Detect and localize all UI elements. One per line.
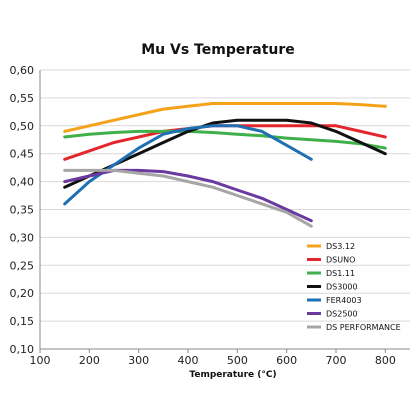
x-tick-label: 300 [128,354,149,367]
y-tick-label: 0,15 [10,315,35,328]
legend-label: DS PERFORMANCE [326,323,401,332]
legend-label: DS3.12 [326,242,355,251]
legend-label: DS3000 [326,283,358,292]
axes [39,70,410,350]
x-tick-label: 700 [326,354,347,367]
y-tick-label: 0,20 [10,287,35,300]
series-line-fer4003 [63,124,313,206]
x-axis-ticks: 100 200 300 400 500 600 700 800 [30,349,396,367]
y-tick-label: 0,35 [10,204,35,217]
y-tick-label: 0,50 [10,120,35,133]
legend-label: DS1.11 [326,269,355,278]
x-tick-label: 800 [375,354,396,367]
x-tick-label: 500 [227,354,248,367]
y-tick-label: 0,40 [10,176,35,189]
series-line-ds2500 [63,168,313,223]
x-tick-label: 600 [276,354,297,367]
x-tick-label: 100 [30,354,51,367]
series-line-ds1-11 [63,129,387,150]
y-axis-ticks: 0,10 0,15 0,20 0,25 0,30 0,35 0,40 0,45 0,50 0,55… [10,64,35,356]
y-tick-label: 0,45 [10,148,35,161]
legend-label: DS2500 [326,310,358,319]
y-tick-label: 0,10 [10,343,35,356]
series-line-ds-performance [63,168,313,228]
y-tick-label: 0,55 [10,92,35,105]
y-tick-label: 0,25 [10,259,35,272]
x-tick-label: 400 [178,354,199,367]
legend-label: DSUNO [326,256,355,265]
legend-label: FER4003 [326,296,362,305]
y-tick-label: 0,30 [10,231,35,244]
grid-lines [40,69,410,350]
chart-title: Mu Vs Temperature [141,42,295,58]
x-tick-label: 200 [79,354,100,367]
series-lines [63,102,387,228]
legend: DS3.12 DSUNO DS1.11 DS3000 FER4003 DS2500 DS P… [307,242,401,332]
x-axis-label: Temperature (°C) [189,370,276,380]
series-line-ds3-12 [63,102,387,133]
y-tick-label: 0,60 [10,64,35,77]
